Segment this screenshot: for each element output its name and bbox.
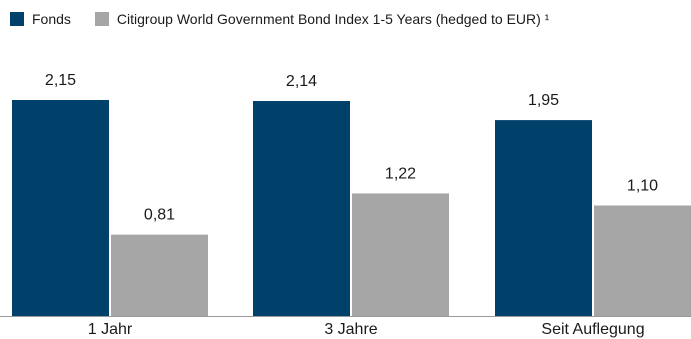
data-label-index-2: 1,10: [627, 177, 658, 194]
legend-swatch-index: [94, 12, 109, 26]
bar-fonds-1: [253, 101, 350, 316]
bar-index-0: [111, 234, 208, 316]
data-label-fonds-1: 2,14: [286, 73, 317, 90]
bar-fonds-0: [12, 100, 109, 316]
data-label-fonds-0: 2,15: [45, 72, 76, 89]
bar-index-1: [352, 193, 449, 316]
legend-item-index: Citigroup World Government Bond Index 1-…: [94, 11, 550, 27]
legend-label-fonds: Fonds: [32, 11, 71, 27]
legend-swatch-fonds: [10, 12, 24, 26]
legend-label-index: Citigroup World Government Bond Index 1-…: [116, 11, 550, 27]
category-label-1: 3 Jahre: [324, 321, 377, 338]
bar-fonds-2: [495, 120, 592, 317]
data-label-index-1: 1,22: [385, 165, 416, 182]
data-label-index-0: 0,81: [144, 207, 175, 224]
legend: Fonds Citigroup World Government Bond In…: [10, 10, 573, 28]
legend-item-fonds: Fonds: [10, 11, 71, 27]
data-label-fonds-2: 1,95: [528, 92, 559, 109]
bar-index-2: [594, 205, 691, 316]
category-label-0: 1 Jahr: [88, 321, 133, 338]
category-label-2: Seit Auflegung: [541, 321, 644, 338]
